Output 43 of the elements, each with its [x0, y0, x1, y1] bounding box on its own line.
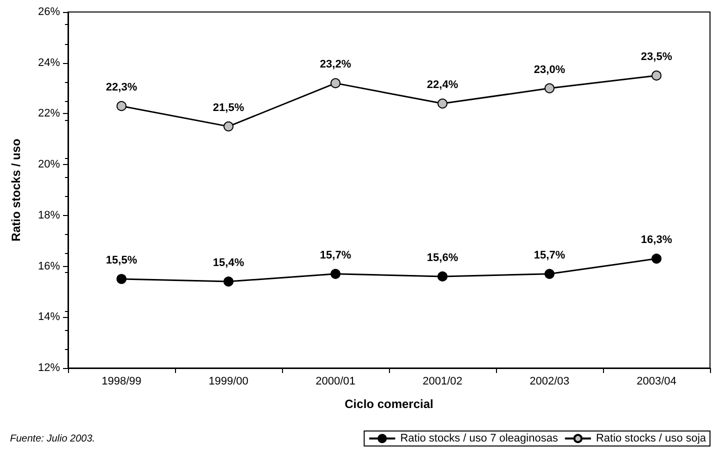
- data-label: 21,5%: [212, 102, 244, 114]
- y-tick-label: 24%: [38, 56, 60, 69]
- y-tick-label: 14%: [38, 311, 60, 324]
- data-label: 15,7%: [320, 249, 352, 262]
- point: [652, 254, 662, 264]
- x-tick-label: 2000/01: [316, 376, 356, 388]
- point: [652, 70, 662, 81]
- y-tick-label: 22%: [38, 108, 60, 120]
- x-tick-label: 2003/04: [636, 376, 676, 388]
- data-label: 23,5%: [640, 51, 672, 64]
- x-axis-title: Ciclo comercial: [344, 397, 434, 411]
- point: [224, 276, 234, 287]
- data-label: 23,2%: [320, 58, 352, 71]
- y-tick-label: 16%: [38, 260, 60, 272]
- x-tick-label: 1998/99: [102, 376, 142, 388]
- source-note: Fuente: Julio 2003.: [10, 434, 96, 444]
- data-label: 15,6%: [426, 252, 458, 264]
- data-label: 22,3%: [106, 82, 138, 94]
- y-tick-label: 20%: [38, 158, 60, 171]
- legend-label: Ratio stocks / uso 7 oleaginosas: [400, 432, 558, 444]
- data-label: 15,7%: [534, 249, 566, 262]
- y-tick-label: 12%: [38, 362, 60, 374]
- point: [438, 98, 448, 109]
- legend-label: Ratio stocks / uso soja: [596, 432, 707, 444]
- y-tick-label: 26%: [38, 6, 60, 18]
- data-label: 23,0%: [534, 64, 566, 76]
- point: [116, 101, 126, 112]
- point: [330, 78, 340, 88]
- data-label: 15,5%: [106, 254, 138, 266]
- y-tick-label: 18%: [38, 209, 60, 222]
- x-tick-label: 2002/03: [530, 376, 570, 388]
- point: [544, 83, 554, 94]
- data-label: 15,4%: [212, 257, 244, 270]
- data-label: 22,4%: [426, 79, 458, 92]
- point: [330, 268, 340, 279]
- x-tick-label: 2001/02: [422, 376, 462, 388]
- point: [224, 121, 234, 132]
- point: [544, 268, 554, 279]
- x-tick-label: 1999/00: [208, 376, 248, 388]
- y-axis-title: Ratio stocks / uso: [9, 138, 23, 242]
- point: [438, 271, 448, 282]
- data-label: 16,3%: [640, 234, 672, 246]
- point: [116, 274, 126, 284]
